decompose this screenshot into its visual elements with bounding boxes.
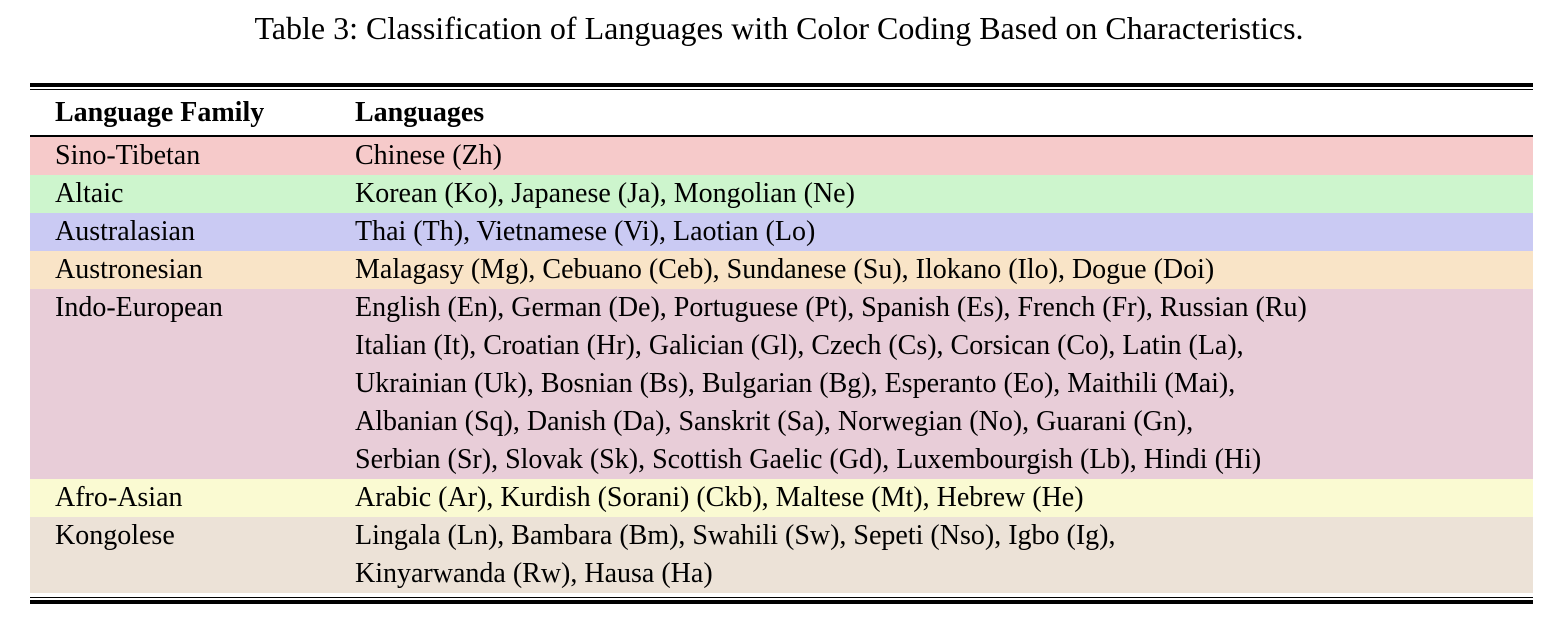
header-rule — [30, 135, 1533, 137]
family-cell: Australasian — [55, 216, 195, 247]
bottom-rule — [30, 597, 1533, 604]
family-cell: Indo-European — [55, 292, 223, 323]
table-row: Afro-Asian Arabic (Ar), Kurdish (Sorani)… — [30, 479, 1533, 517]
table-body: Sino-Tibetan Chinese (Zh) Altaic Korean … — [30, 137, 1533, 593]
languages-cell: Chinese (Zh) — [355, 140, 502, 171]
table-row: Kongolese Lingala (Ln), Bambara (Bm), Sw… — [30, 517, 1533, 593]
family-cell: Kongolese — [55, 520, 175, 551]
table-row: Altaic Korean (Ko), Japanese (Ja), Mongo… — [30, 175, 1533, 213]
table-header-row: Language Family Languages — [30, 90, 1533, 135]
languages-cell: Thai (Th), Vietnamese (Vi), Laotian (Lo) — [355, 216, 816, 247]
languages-cell: Korean (Ko), Japanese (Ja), Mongolian (N… — [355, 178, 855, 209]
table-row: Indo-European English (En), German (De),… — [30, 289, 1533, 479]
top-rule — [30, 83, 1533, 90]
table-row: Sino-Tibetan Chinese (Zh) — [30, 137, 1533, 175]
family-cell: Altaic — [55, 178, 124, 209]
family-cell: Sino-Tibetan — [55, 140, 201, 171]
family-cell: Austronesian — [55, 254, 203, 285]
languages-cell: Malagasy (Mg), Cebuano (Ceb), Sundanese … — [355, 254, 1215, 285]
languages-cell: Lingala (Ln), Bambara (Bm), Swahili (Sw)… — [355, 520, 1116, 589]
table-row: Australasian Thai (Th), Vietnamese (Vi),… — [30, 213, 1533, 251]
table-caption: Table 3: Classification of Languages wit… — [254, 10, 1304, 46]
table-row: Austronesian Malagasy (Mg), Cebuano (Ceb… — [30, 251, 1533, 289]
family-cell: Afro-Asian — [55, 482, 183, 513]
language-table: Language Family Languages Sino-Tibetan C… — [30, 83, 1533, 604]
languages-cell: English (En), German (De), Portuguese (P… — [355, 292, 1307, 475]
column-header-language-family: Language Family — [55, 97, 265, 128]
column-header-languages: Languages — [355, 97, 485, 128]
languages-cell: Arabic (Ar), Kurdish (Sorani) (Ckb), Mal… — [355, 482, 1084, 513]
